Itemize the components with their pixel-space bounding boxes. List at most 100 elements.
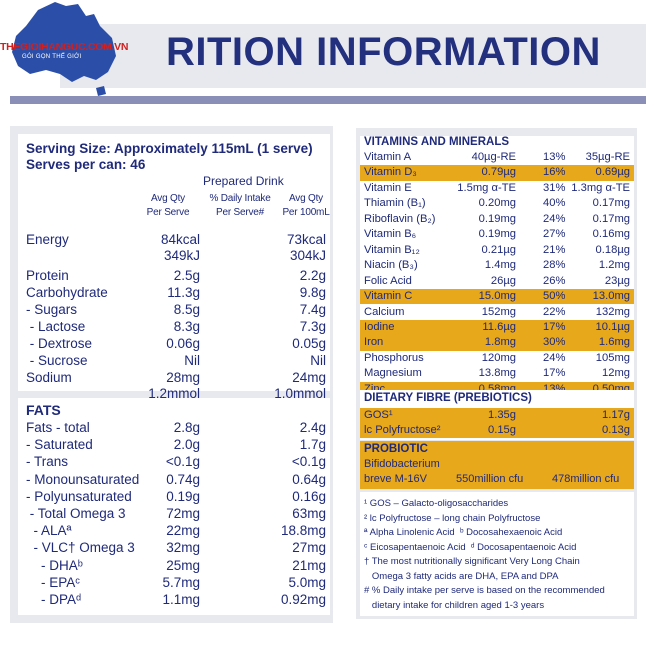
- fat-per-serve: 2.0g: [173, 437, 200, 453]
- fat-per-serve: <0.1g: [165, 454, 200, 470]
- vitamin-per-serve: 0.21µg: [481, 243, 516, 256]
- col-header-per-100ml: Avg Qty Per 100mL: [280, 192, 332, 220]
- vitamin-per-100ml: 13.0mg: [592, 290, 630, 303]
- fat-name: - Total Omega 3: [26, 506, 126, 521]
- nutrient-per-100ml: 7.4g: [299, 302, 326, 317]
- nutrient-per-serve: 1.2mmol: [148, 386, 200, 401]
- nutrient-per-serve: 28mg: [166, 370, 200, 385]
- fat-name: - Saturated: [26, 437, 93, 453]
- col2-line1: % Daily Intake: [209, 193, 271, 204]
- vitamin-per-100ml: 105mg: [595, 351, 630, 364]
- fat-name: - DPAᵈ: [26, 592, 82, 607]
- nutrient-per-serve: 2.5g: [173, 268, 200, 283]
- fibre-row: lc Polyfructose² 0.15g 0.13g: [360, 423, 634, 439]
- vitamin-per-100ml: 132mg: [595, 305, 630, 318]
- vitamin-daily-intake: 26%: [543, 274, 566, 287]
- vitamin-per-serve: 13.8mg: [478, 367, 516, 380]
- fat-name: - ALAª: [26, 523, 72, 539]
- vitamin-per-100ml: 1.3mg α-TE: [571, 181, 630, 194]
- footnotes-section: [360, 492, 634, 616]
- footnote-line: ᶜ Eicosapentaenoic Acid ᵈ Docosapentaeno…: [364, 541, 577, 553]
- fibre-name: lc Polyfructose²: [364, 424, 441, 436]
- title-underline: [10, 96, 646, 104]
- vitamin-daily-intake: 27%: [543, 228, 566, 241]
- fibre-heading: DIETARY FIBRE (PREBIOTICS): [364, 392, 532, 404]
- fat-per-serve: 22mg: [166, 523, 200, 539]
- col1-line1: Avg Qty: [151, 193, 185, 204]
- probiotic-heading: PROBIOTIC: [364, 443, 428, 455]
- nutrient-per-100ml: 73kcal: [286, 232, 326, 247]
- vitamin-daily-intake: 24%: [543, 212, 566, 225]
- probiotic-per-serve: 550million cfu: [456, 473, 524, 485]
- nutrient-per-100ml: 1.0mmol: [274, 386, 326, 401]
- nutrient-per-100ml: 304kJ: [289, 248, 326, 263]
- logo: THEGIOIHANGUC.COM.VN GÓI GỌN THẾ GIỚI: [0, 0, 130, 100]
- vitamin-per-serve: 0.19mg: [478, 212, 516, 225]
- fat-per-100ml: 5.0mg: [288, 574, 326, 590]
- fat-per-serve: 1.1mg: [162, 592, 200, 607]
- fat-per-serve: 0.19g: [166, 488, 200, 504]
- fat-per-100ml: 2.4g: [299, 420, 326, 435]
- vitamin-daily-intake: 16%: [543, 166, 566, 179]
- vitamin-per-serve: 152mg: [481, 305, 516, 318]
- nutrient-name: - Sugars: [26, 302, 78, 317]
- nutrient-per-serve: 84kcal: [160, 232, 200, 247]
- fat-per-100ml: 21mg: [292, 557, 326, 573]
- fat-per-100ml: 0.16g: [292, 488, 326, 504]
- footnote-line: Omega 3 fatty acids are DHA, EPA and DPA: [364, 570, 559, 582]
- title-band: [60, 24, 646, 88]
- footnote-line: # % Daily intake per serve is based on t…: [364, 585, 605, 596]
- vitamin-daily-intake: 28%: [543, 259, 566, 272]
- vitamin-name: Vitamin D₃: [364, 166, 417, 179]
- vitamin-row: Niacin (B₃) 1.4mg 28% 1.2mg: [360, 258, 634, 273]
- vitamin-row: Magnesium 13.8mg 17% 12mg: [360, 366, 634, 381]
- vitamin-row: Iron 1.8mg 30% 1.6mg: [360, 335, 634, 351]
- vitamin-name: Phosphorus: [364, 351, 424, 364]
- vitamin-name: Vitamin B₆: [364, 228, 417, 241]
- vitamin-daily-intake: 21%: [543, 243, 566, 256]
- vitamin-row: Vitamin E 1.5mg α-TE 31% 1.3mg α-TE: [360, 181, 634, 196]
- serves-per-can: Serves per can: 46: [26, 157, 146, 172]
- vitamin-per-100ml: 0.18µg: [595, 243, 630, 256]
- vitamin-name: Thiamin (B₁): [364, 197, 426, 210]
- fat-per-100ml: 27mg: [292, 540, 326, 556]
- footnote-line: ª Alpha Linolenic Acid ᵇ Docosahexaenoic…: [364, 527, 563, 538]
- vitamin-row: Vitamin D₃ 0.79µg 16% 0.69µg: [360, 165, 634, 181]
- vitamin-per-serve: 1.5mg α-TE: [457, 181, 516, 194]
- footnote-line: dietary intake for children aged 1-3 yea…: [364, 599, 545, 611]
- vitamin-name: Iodine: [364, 320, 395, 333]
- nutrient-name: Energy: [26, 232, 69, 247]
- vitamin-per-100ml: 12mg: [602, 367, 630, 380]
- vitamin-daily-intake: 13%: [543, 151, 566, 163]
- fat-per-serve: 2.8g: [173, 420, 200, 435]
- vitamin-name: Calcium: [364, 305, 405, 318]
- fat-name: - DHAᵇ: [26, 557, 83, 573]
- vitamin-daily-intake: 40%: [543, 197, 566, 210]
- vitamin-per-serve: 40µg-RE: [471, 151, 516, 163]
- vitamin-per-serve: 120mg: [481, 351, 516, 364]
- nutrient-per-serve: 349kJ: [163, 248, 200, 263]
- vitamin-name: Vitamin E: [364, 181, 412, 194]
- nutrient-per-100ml: 9.8g: [299, 285, 326, 300]
- fats-heading: FATS: [26, 402, 61, 418]
- nutrient-name: - Sucrose: [26, 353, 88, 368]
- vitamin-name: Iron: [364, 336, 384, 349]
- col3-line1: Avg Qty: [289, 193, 323, 204]
- fat-per-serve: 0.74g: [166, 471, 200, 487]
- vitamin-name: Niacin (B₃): [364, 259, 418, 272]
- fibre-per-serve: 1.35g: [488, 409, 516, 421]
- col1-line2: Per Serve: [146, 207, 190, 218]
- vitamin-row: Thiamin (B₁) 0.20mg 40% 0.17mg: [360, 196, 634, 211]
- vitamin-per-100ml: 35µg-RE: [585, 151, 630, 163]
- title-bar: RITION INFORMATION THEGIOIHANGUC.COM.VN …: [0, 0, 646, 110]
- col-header-per-serve: Avg Qty Per Serve: [146, 192, 190, 220]
- nutrient-name: - Lactose: [26, 319, 86, 334]
- vitamin-name: Vitamin A: [364, 151, 412, 163]
- footnote-line: ¹ GOS – Galacto-oligosaccharides: [364, 498, 509, 509]
- fat-per-serve: 5.7mg: [162, 574, 200, 590]
- vitamin-per-100ml: 1.6mg: [598, 336, 630, 349]
- probiotic-section: [360, 441, 634, 489]
- probiotic-per-100ml: 478million cfu: [552, 473, 620, 485]
- vitamin-daily-intake: 50%: [543, 290, 566, 303]
- fat-per-100ml: 0.92mg: [280, 592, 326, 607]
